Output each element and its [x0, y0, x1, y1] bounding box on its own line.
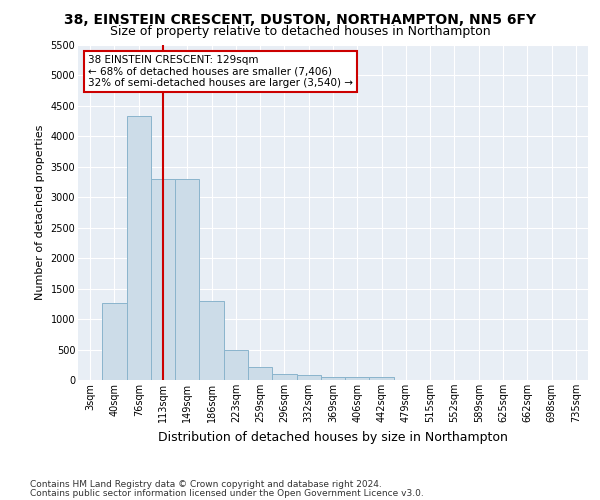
Bar — [321, 376, 345, 380]
Text: 38 EINSTEIN CRESCENT: 129sqm
← 68% of detached houses are smaller (7,406)
32% of: 38 EINSTEIN CRESCENT: 129sqm ← 68% of de… — [88, 55, 353, 88]
X-axis label: Distribution of detached houses by size in Northampton: Distribution of detached houses by size … — [158, 430, 508, 444]
Bar — [199, 302, 224, 380]
Bar — [370, 377, 394, 380]
Text: Contains HM Land Registry data © Crown copyright and database right 2024.: Contains HM Land Registry data © Crown c… — [30, 480, 382, 489]
Text: 38, EINSTEIN CRESCENT, DUSTON, NORTHAMPTON, NN5 6FY: 38, EINSTEIN CRESCENT, DUSTON, NORTHAMPT… — [64, 12, 536, 26]
Bar — [127, 116, 151, 380]
Text: Size of property relative to detached houses in Northampton: Size of property relative to detached ho… — [110, 25, 490, 38]
Text: Contains public sector information licensed under the Open Government Licence v3: Contains public sector information licen… — [30, 488, 424, 498]
Bar — [272, 374, 296, 380]
Y-axis label: Number of detached properties: Number of detached properties — [35, 125, 45, 300]
Bar — [175, 179, 199, 380]
Bar — [296, 375, 321, 380]
Bar — [224, 350, 248, 380]
Bar — [151, 179, 175, 380]
Bar — [248, 367, 272, 380]
Bar — [345, 376, 370, 380]
Bar — [102, 302, 127, 380]
